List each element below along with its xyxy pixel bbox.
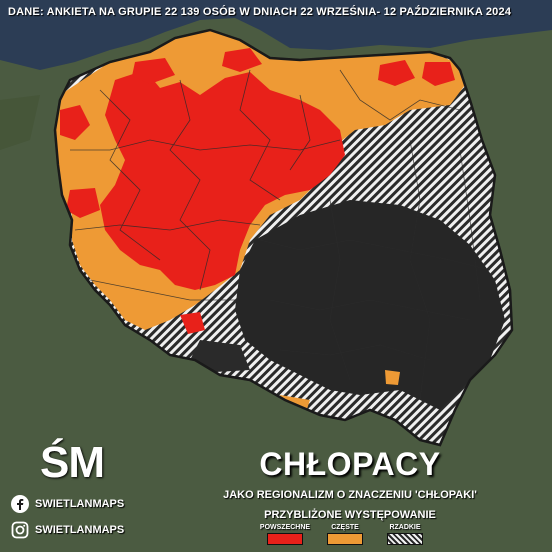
legend-label-rare: RZADKIE [389, 524, 421, 531]
legend-swatch-common [267, 533, 303, 545]
country-outline [53, 28, 514, 447]
brand-logo: ŚM [40, 438, 114, 488]
source-note: DANE: ANKIETA NA GRUPIE 22 139 OSÓB W DN… [8, 6, 512, 18]
legend-item-rare: RZADKIE [370, 524, 440, 545]
region-absent [235, 200, 505, 410]
legend-label-common: POWSZECHNE [259, 524, 311, 531]
facebook-link[interactable]: SWIETLANMAPS [10, 494, 124, 514]
legend-item-frequent: CZĘSTE [310, 524, 380, 545]
facebook-icon [10, 494, 30, 514]
legend-swatch-frequent [327, 533, 363, 545]
map-title: CHŁOPACY [259, 446, 441, 482]
terrain-patch [0, 95, 40, 150]
legend-title: PRZYBLIŻONE WYSTĘPOWANIE [264, 509, 436, 521]
baltic-sea [0, 0, 552, 70]
logo-text: ŚM [40, 438, 105, 487]
county-borders [70, 69, 491, 401]
instagram-link[interactable]: SWIETLANMAPS [10, 520, 124, 540]
region-common [100, 70, 345, 290]
facebook-handle: SWIETLANMAPS [35, 498, 125, 510]
map-subtitle: JAKO REGIONALIZM O ZNACZENIU 'CHŁOPAKI' [223, 489, 477, 501]
instagram-icon [10, 520, 30, 540]
legend-swatch-rare [387, 533, 423, 545]
instagram-handle: SWIETLANMAPS [35, 524, 125, 536]
legend-label-frequent: CZĘSTE [331, 524, 359, 531]
legend-item-common: POWSZECHNE [250, 524, 320, 545]
